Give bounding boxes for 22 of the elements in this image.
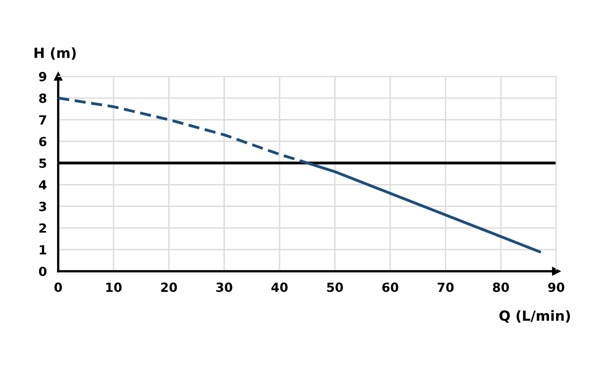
y-tick-label: 8 [39,94,46,103]
x-tick-label: 0 [54,282,62,292]
x-tick-label: 70 [438,282,454,292]
y-tick-label: 2 [39,223,46,233]
y-tick-label: 0 [38,266,46,276]
y-tick-label: 4 [38,180,47,190]
x-tick-label: 80 [492,282,509,292]
x-tick-label: 90 [548,282,564,292]
x-tick-label: 40 [271,282,288,292]
x-axis-title: Q (L/min) [499,310,570,323]
y-tick-label: 1 [40,245,46,254]
x-tick-label: 10 [106,282,122,292]
x-tick-label: 20 [161,282,177,292]
y-tick-label: 7 [39,115,46,124]
x-tick-label: 30 [216,282,232,292]
x-tick-label: 50 [327,282,343,292]
x-tick-label: 60 [382,282,398,292]
y-tick-label: 6 [39,136,46,146]
y-tick-label: 9 [39,72,46,82]
y-axis-title: H (m) [34,47,76,60]
y-tick-label: 3 [39,202,46,212]
y-tick-label: 5 [39,158,46,168]
